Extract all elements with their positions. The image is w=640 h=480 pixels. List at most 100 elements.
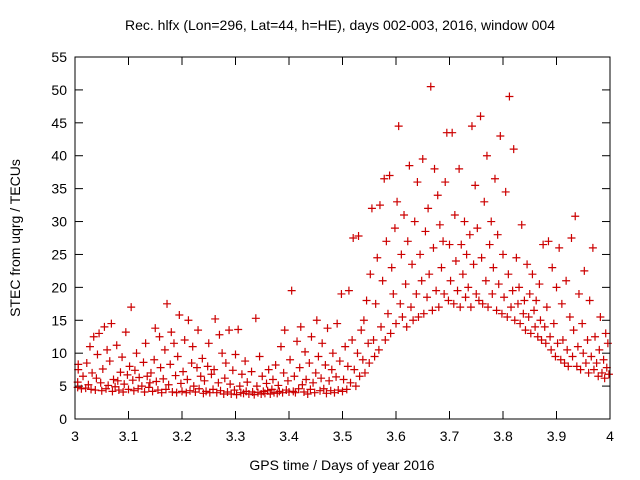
data-point <box>494 280 503 289</box>
data-point <box>168 388 177 397</box>
data-point <box>309 378 318 387</box>
data-point <box>104 381 113 390</box>
data-point <box>167 328 176 337</box>
data-point <box>350 365 359 374</box>
data-point <box>370 352 379 361</box>
data-point <box>456 303 465 312</box>
data-point <box>484 303 493 312</box>
data-point <box>367 204 376 213</box>
data-point <box>332 372 341 381</box>
data-point <box>426 82 435 91</box>
data-point <box>480 197 489 206</box>
data-point <box>369 336 378 345</box>
data-point <box>455 164 464 173</box>
data-point <box>152 377 161 386</box>
data-point <box>535 280 544 289</box>
data-point <box>290 372 299 381</box>
data-point <box>418 155 427 164</box>
data-point <box>95 329 104 338</box>
data-point <box>600 374 609 383</box>
data-point <box>89 332 98 341</box>
data-point <box>401 280 410 289</box>
data-point <box>383 309 392 318</box>
data-point <box>378 276 387 285</box>
data-point <box>435 220 444 229</box>
data-point <box>323 324 332 333</box>
data-point <box>485 240 494 249</box>
data-point <box>314 352 323 361</box>
y-tick-label: 50 <box>51 82 67 98</box>
data-point <box>581 359 590 368</box>
data-point <box>354 232 363 241</box>
data-point <box>592 359 601 368</box>
data-point <box>460 217 469 226</box>
data-point <box>445 240 454 249</box>
data-point <box>163 299 172 308</box>
data-point <box>179 367 188 376</box>
data-point <box>251 314 260 323</box>
data-point <box>359 316 368 325</box>
data-point <box>225 326 234 335</box>
data-point <box>560 359 569 368</box>
data-point <box>563 345 572 354</box>
data-point <box>386 329 395 338</box>
data-point <box>408 260 417 269</box>
data-point <box>294 384 303 393</box>
data-point <box>326 386 335 395</box>
data-point <box>572 362 581 371</box>
data-point <box>341 342 350 351</box>
data-point <box>219 389 228 398</box>
data-point <box>474 296 483 305</box>
data-point <box>564 362 573 371</box>
data-point <box>403 237 412 246</box>
y-tick-label: 40 <box>51 148 67 164</box>
data-point <box>530 306 539 315</box>
data-point <box>121 328 130 337</box>
data-point <box>85 342 94 351</box>
data-point <box>333 319 342 328</box>
x-tick-label: 3.6 <box>386 428 406 444</box>
data-point <box>97 386 106 395</box>
data-point <box>509 145 518 154</box>
data-point <box>194 326 203 335</box>
data-point <box>200 376 209 385</box>
data-point <box>198 354 207 363</box>
data-point <box>444 296 453 305</box>
data-point <box>175 311 184 320</box>
data-point <box>303 389 312 398</box>
data-point <box>375 201 384 210</box>
data-point <box>141 339 150 348</box>
data-point <box>287 286 296 295</box>
data-point <box>425 270 434 279</box>
data-point <box>489 263 498 272</box>
data-point <box>172 388 181 397</box>
data-point <box>508 286 517 295</box>
data-point <box>481 276 490 285</box>
data-point <box>364 339 373 348</box>
data-point <box>433 191 442 200</box>
data-point <box>482 151 491 160</box>
data-point <box>93 350 102 359</box>
data-point <box>151 324 160 333</box>
data-point <box>531 322 540 331</box>
plot-frame <box>74 56 611 420</box>
data-point <box>429 243 438 252</box>
data-point <box>416 250 425 259</box>
data-point <box>209 385 218 394</box>
data-point <box>247 367 256 376</box>
data-point <box>159 374 168 383</box>
data-point <box>569 326 578 335</box>
data-point <box>526 329 535 338</box>
y-tick-label: 5 <box>59 378 67 394</box>
data-point <box>204 339 213 348</box>
y-tick-label: 10 <box>51 345 67 361</box>
data-point <box>448 128 457 137</box>
data-point <box>393 197 402 206</box>
data-point <box>492 306 501 315</box>
data-point <box>503 312 512 321</box>
data-point <box>214 378 223 387</box>
data-point <box>143 372 152 381</box>
data-point <box>79 372 88 381</box>
x-tick-label: 3.8 <box>493 428 513 444</box>
